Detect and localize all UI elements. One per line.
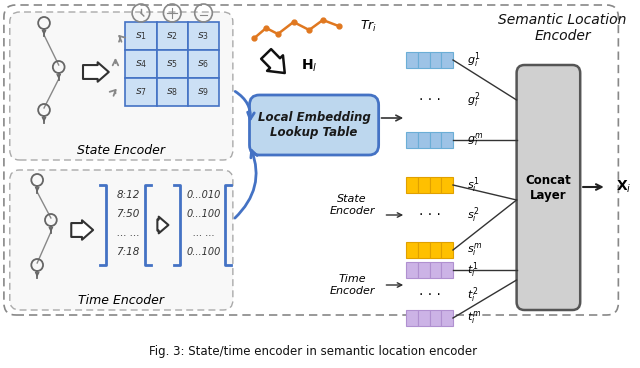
Bar bbox=[406, 242, 418, 258]
FancyArrowPatch shape bbox=[83, 62, 109, 82]
Bar bbox=[441, 262, 453, 278]
Text: $s_i^m$: $s_i^m$ bbox=[467, 241, 482, 258]
Text: $g_i^2$: $g_i^2$ bbox=[467, 90, 481, 110]
Text: 7:18: 7:18 bbox=[116, 247, 140, 257]
Bar bbox=[429, 310, 441, 326]
Text: Time Encoder: Time Encoder bbox=[78, 294, 164, 307]
Text: Fig. 3: State/time encoder in semantic location encoder: Fig. 3: State/time encoder in semantic l… bbox=[149, 346, 477, 358]
Bar bbox=[441, 177, 453, 193]
Text: $\mathbf{X}_i$: $\mathbf{X}_i$ bbox=[616, 179, 632, 195]
Bar bbox=[157, 78, 188, 106]
Bar bbox=[157, 50, 188, 78]
Text: $t_i^m$: $t_i^m$ bbox=[467, 309, 481, 326]
Text: ... ...: ... ... bbox=[116, 228, 140, 238]
Bar bbox=[418, 177, 429, 193]
Bar bbox=[406, 52, 418, 68]
Text: $g_i^1$: $g_i^1$ bbox=[467, 50, 481, 70]
Text: $s_8$: $s_8$ bbox=[166, 86, 179, 98]
Bar bbox=[157, 22, 188, 50]
Text: $t_i^1$: $t_i^1$ bbox=[467, 260, 478, 280]
Text: $s_i^1$: $s_i^1$ bbox=[467, 175, 479, 195]
Bar bbox=[125, 22, 157, 50]
Text: · · ·: · · · bbox=[419, 208, 440, 222]
Text: Semantic Location
Encoder: Semantic Location Encoder bbox=[499, 13, 627, 43]
Bar bbox=[406, 177, 418, 193]
Bar bbox=[188, 50, 219, 78]
Text: 7:50: 7:50 bbox=[116, 209, 140, 219]
Text: $s_6$: $s_6$ bbox=[197, 58, 209, 70]
Bar bbox=[429, 242, 441, 258]
Text: $s_5$: $s_5$ bbox=[166, 58, 178, 70]
Text: $Tr_i$: $Tr_i$ bbox=[360, 18, 377, 33]
Bar bbox=[429, 262, 441, 278]
Text: ... ...: ... ... bbox=[193, 228, 214, 238]
Bar bbox=[125, 78, 157, 106]
Text: $\mathbf{H}_l$: $\mathbf{H}_l$ bbox=[301, 58, 318, 74]
Bar bbox=[188, 22, 219, 50]
Text: Time
Encoder: Time Encoder bbox=[330, 274, 375, 296]
Bar bbox=[418, 52, 429, 68]
Bar bbox=[406, 310, 418, 326]
Text: 8:12: 8:12 bbox=[116, 190, 140, 200]
Text: $s_9$: $s_9$ bbox=[197, 86, 209, 98]
FancyBboxPatch shape bbox=[250, 95, 379, 155]
Bar bbox=[418, 242, 429, 258]
Text: $s_i^2$: $s_i^2$ bbox=[467, 205, 479, 225]
Bar bbox=[406, 132, 418, 148]
Text: $s_1$: $s_1$ bbox=[135, 30, 147, 42]
Bar bbox=[125, 50, 157, 78]
FancyBboxPatch shape bbox=[10, 170, 233, 310]
FancyArrowPatch shape bbox=[71, 220, 93, 240]
Text: · · ·: · · · bbox=[419, 93, 440, 107]
Bar bbox=[441, 52, 453, 68]
FancyBboxPatch shape bbox=[516, 65, 580, 310]
Bar bbox=[418, 262, 429, 278]
FancyArrowPatch shape bbox=[261, 49, 285, 73]
Bar bbox=[418, 132, 429, 148]
Text: 0...100: 0...100 bbox=[186, 247, 221, 257]
Bar bbox=[429, 132, 441, 148]
Text: 0...010: 0...010 bbox=[186, 190, 221, 200]
Text: Local Embedding
Lookup Table: Local Embedding Lookup Table bbox=[258, 111, 371, 139]
Bar bbox=[188, 78, 219, 106]
Text: $s_7$: $s_7$ bbox=[135, 86, 147, 98]
Text: 0...100: 0...100 bbox=[186, 209, 221, 219]
Bar bbox=[441, 242, 453, 258]
Text: $s_3$: $s_3$ bbox=[198, 30, 209, 42]
Bar bbox=[406, 262, 418, 278]
Text: $g_i^m$: $g_i^m$ bbox=[467, 131, 483, 149]
Bar bbox=[429, 52, 441, 68]
Text: State Encoder: State Encoder bbox=[77, 144, 165, 156]
Bar bbox=[441, 310, 453, 326]
Text: State
Encoder: State Encoder bbox=[330, 194, 375, 216]
Bar bbox=[429, 177, 441, 193]
Bar bbox=[441, 132, 453, 148]
FancyBboxPatch shape bbox=[10, 12, 233, 160]
Text: · · ·: · · · bbox=[419, 288, 440, 302]
Text: $s_2$: $s_2$ bbox=[166, 30, 178, 42]
Bar bbox=[418, 310, 429, 326]
Text: Concat
Layer: Concat Layer bbox=[525, 173, 572, 202]
FancyBboxPatch shape bbox=[4, 5, 618, 315]
Text: $t_i^2$: $t_i^2$ bbox=[467, 285, 478, 305]
Text: $s_4$: $s_4$ bbox=[135, 58, 147, 70]
FancyArrowPatch shape bbox=[157, 217, 168, 233]
